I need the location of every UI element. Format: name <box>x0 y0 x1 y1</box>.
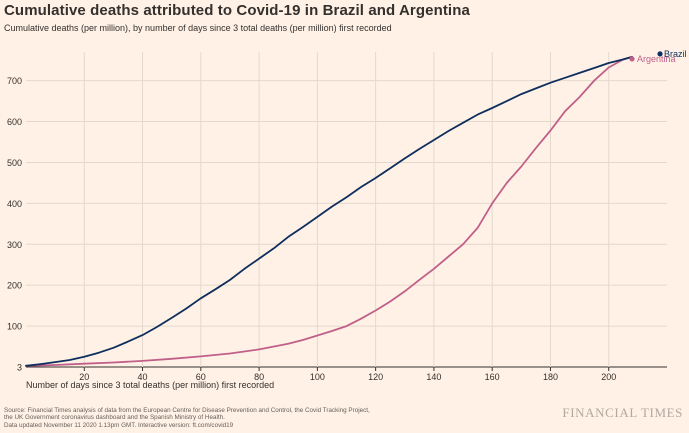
line-chart: 3 100 200 300 400 500 600 700 20 40 60 80 100 120 140 1… <box>7 49 687 382</box>
y-tick-label: 300 <box>7 240 22 250</box>
chart-title: Cumulative deaths attributed to Covid-19… <box>4 2 470 19</box>
y-tick-label: 200 <box>7 281 22 291</box>
source-line-3: Data updated November 11 2020 1.13pm GMT… <box>4 421 234 429</box>
endpoint-marker-brazil <box>657 51 663 57</box>
x-tick-label: 20 <box>79 372 89 382</box>
y-tick-label: 100 <box>7 322 22 332</box>
source-line-1: Source: Financial Times analysis of data… <box>4 407 370 414</box>
y-tick-label: 600 <box>7 117 22 127</box>
series-label-brazil: Brazil <box>664 49 687 59</box>
series-line-argentina <box>25 56 633 367</box>
x-tick-label: 100 <box>310 372 325 382</box>
chart-subtitle: Cumulative deaths (per million), by numb… <box>4 23 392 33</box>
x-tick-label: 40 <box>138 372 148 382</box>
y-tick-label: 3 <box>17 363 22 373</box>
y-tick-label: 400 <box>7 199 22 209</box>
x-tick-label: 120 <box>368 372 383 382</box>
y-tick-label: 500 <box>7 158 22 168</box>
series-line-brazil <box>25 56 633 367</box>
x-tick-label: 140 <box>426 372 441 382</box>
source-footer: Source: Financial Times analysis of data… <box>4 407 474 429</box>
ft-logo: FINANCIAL TIMES <box>562 405 683 420</box>
x-tick-label: 200 <box>601 372 616 382</box>
x-tick-label: 160 <box>485 372 500 382</box>
source-line-2: the UK Government coronavirus dashboard … <box>4 414 225 422</box>
y-tick-label: 700 <box>7 76 22 86</box>
x-tick-label: 180 <box>543 372 558 382</box>
endpoint-marker-argentina <box>629 56 635 62</box>
series-label-argentina: Argentina <box>637 54 676 64</box>
x-axis-label: Number of days since 3 total deaths (per… <box>26 380 275 390</box>
x-tick-label: 60 <box>196 372 206 382</box>
x-tick-label: 80 <box>254 372 264 382</box>
